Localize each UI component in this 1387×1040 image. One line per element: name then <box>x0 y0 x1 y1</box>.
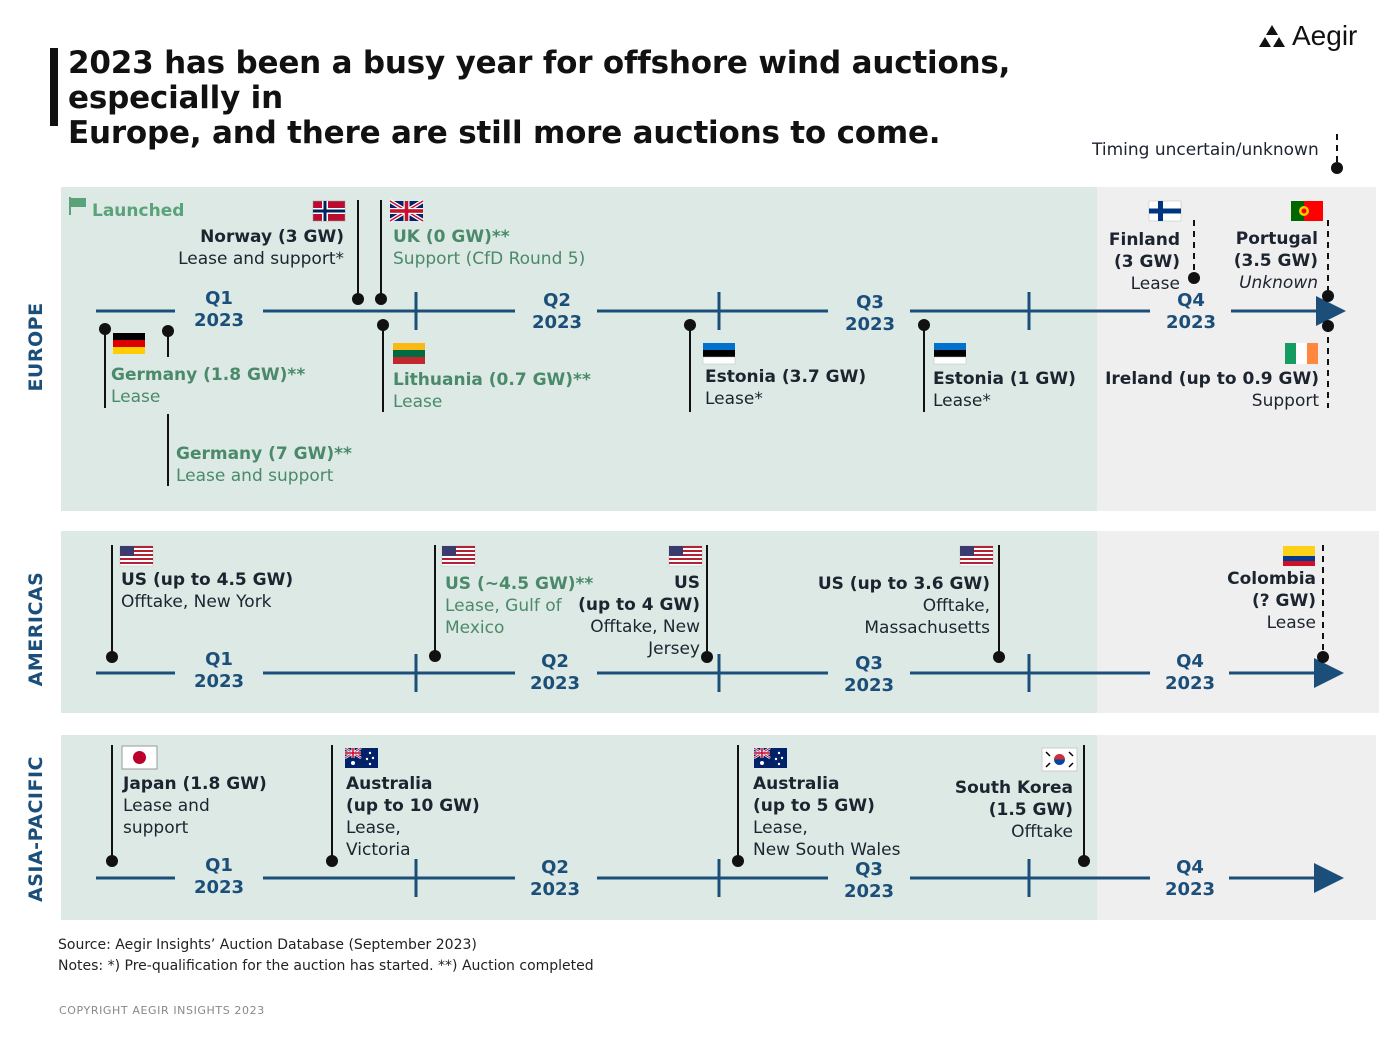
germany1-event: Germany (1.8 GW)** Lease <box>111 365 306 407</box>
estonia-flag-icon <box>933 343 967 365</box>
launched-flag-icon <box>69 197 86 215</box>
europe-q3-label: Q3 2023 <box>844 292 896 335</box>
finland-event: Finland (3 GW) Lease <box>1108 230 1180 294</box>
germany2-event: Germany (7 GW)** Lease and support <box>176 444 352 486</box>
us1-event: US (up to 4.5 GW) Offtake, New York <box>121 570 294 612</box>
legend-launched: Launched <box>92 201 185 221</box>
japan-dot <box>106 855 118 867</box>
finland-flag-icon <box>1148 200 1182 222</box>
legend-dot <box>1331 162 1343 174</box>
us2-dot <box>429 650 441 662</box>
korea-dot <box>1078 855 1090 867</box>
portugal-flag-icon <box>1291 201 1323 221</box>
germany1-dot <box>99 323 111 335</box>
estonia1-dot <box>684 319 696 331</box>
apac-q3-label: Q3 2023 <box>843 859 895 902</box>
europe-q1-label: Q1 2023 <box>193 288 245 331</box>
us-flag-icon <box>119 545 154 567</box>
uk-event: UK (0 GW)** Support (CfD Round 5) <box>393 227 586 269</box>
ireland-flag-icon <box>1285 343 1318 364</box>
germany-flag-icon <box>113 333 145 354</box>
americas-q4-label: Q4 2023 <box>1164 651 1216 694</box>
apac-band <box>61 735 1097 920</box>
page-title: 2023 has been a busy year for offshore w… <box>68 45 1011 151</box>
colombia-event: Colombia (? GW) Lease <box>1227 569 1316 633</box>
australia-flag-icon <box>344 746 378 768</box>
estonia-flag-icon <box>702 343 736 365</box>
apac-q1-label: Q1 2023 <box>193 855 245 898</box>
americas-q2-label: Q2 2023 <box>529 651 581 694</box>
ireland-dot <box>1322 320 1334 332</box>
us3-event: US (up to 4 GW) Offtake, New Jersey <box>578 573 700 659</box>
us4-event: US (up to 3.6 GW) Offtake, Massachusetts <box>817 574 990 638</box>
lithuania-event: Lithuania (0.7 GW)** Lease <box>393 370 591 412</box>
estonia1-event: Estonia (3.7 GW) Lease* <box>705 367 867 409</box>
estonia2-event: Estonia (1 GW) Lease* <box>933 369 1076 411</box>
uk-flag-icon <box>388 199 425 223</box>
us2-event: US (~4.5 GW)** Lease, Gulf of Mexico <box>445 574 594 638</box>
norway-dot <box>352 293 364 305</box>
aegir-logo-icon <box>1259 25 1285 47</box>
colombia-dot <box>1317 651 1329 663</box>
norway-event: Norway (3 GW) Lease and support* <box>178 227 344 269</box>
copyright: COPYRIGHT AEGIR INSIGHTS 2023 <box>59 1004 265 1017</box>
germany2-dot <box>162 325 174 337</box>
norway-flag-icon <box>312 200 346 222</box>
australia-flag-icon <box>753 746 787 768</box>
aus2-event: Australia (up to 5 GW) Lease, New South … <box>753 774 901 860</box>
us-flag-icon <box>668 545 703 567</box>
us3-dot <box>701 651 713 663</box>
apac-q2-label: Q2 2023 <box>529 857 581 900</box>
korea-event: South Korea (1.5 GW) Offtake <box>954 778 1073 842</box>
notes: Notes: *) Pre-qualification for the auct… <box>58 958 594 974</box>
aus2-dot <box>732 855 744 867</box>
finland-dot <box>1188 272 1200 284</box>
japan-event: Japan (1.8 GW) Lease and support <box>123 774 267 838</box>
apac-q4-label: Q4 2023 <box>1164 857 1216 900</box>
americas-q3-label: Q3 2023 <box>843 653 895 696</box>
europe-q4-label: Q4 2023 <box>1165 290 1217 333</box>
ireland-event: Ireland (up to 0.9 GW) Support <box>1105 369 1319 411</box>
us-flag-icon <box>959 545 994 567</box>
aegir-logo: Aegir <box>1258 20 1357 52</box>
legend-uncertain: Timing uncertain/unknown <box>1092 140 1319 160</box>
us1-dot <box>106 651 118 663</box>
lithuania-dot <box>377 319 389 331</box>
aus1-dot <box>326 855 338 867</box>
americas-band <box>61 531 1097 713</box>
europe-q2-label: Q2 2023 <box>531 290 583 333</box>
source-note: Source: Aegir Insights’ Auction Database… <box>58 937 477 953</box>
us-flag-icon <box>441 545 476 567</box>
portugal-event: Portugal (3.5 GW) Unknown <box>1233 229 1318 293</box>
aus1-event: Australia (up to 10 GW) Lease, Victoria <box>346 774 480 860</box>
estonia2-dot <box>918 319 930 331</box>
americas-q1-label: Q1 2023 <box>193 649 245 692</box>
colombia-flag-icon <box>1283 546 1315 566</box>
south-korea-flag-icon <box>1041 747 1078 772</box>
uk-dot <box>375 293 387 305</box>
title-accent-bar <box>50 48 58 126</box>
us4-dot <box>993 651 1005 663</box>
portugal-dot <box>1322 290 1334 302</box>
lithuania-flag-icon <box>393 343 425 364</box>
japan-flag-icon <box>121 745 158 770</box>
europe-future-band <box>1097 187 1376 511</box>
